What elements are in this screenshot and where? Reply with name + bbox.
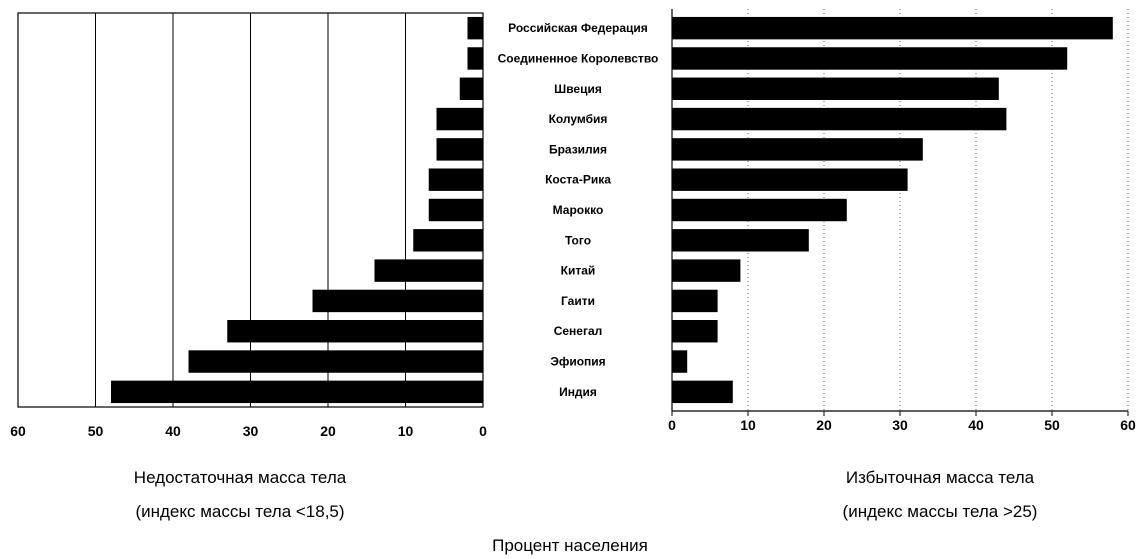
left-bar xyxy=(428,198,483,222)
category-label: Швеция xyxy=(554,82,602,96)
right-bar xyxy=(672,259,741,282)
left-bar xyxy=(459,77,483,100)
left-bar xyxy=(467,16,483,40)
right-bar xyxy=(672,47,1068,70)
category-label: Соединенное Королевство xyxy=(498,51,659,65)
left-bar xyxy=(436,107,483,131)
right-bar xyxy=(672,320,718,343)
left-caption-line-1: Недостаточная масса тела xyxy=(133,468,347,487)
right-x-tick-label: 50 xyxy=(1044,417,1060,433)
right-bar xyxy=(672,138,923,161)
right-bar xyxy=(672,289,718,313)
right-caption-line-2: (индекс массы тела >25) xyxy=(842,502,1038,521)
left-x-tick-label: 30 xyxy=(243,423,259,439)
left-chart-panel: 60 50 40 30 20 10 0 xyxy=(10,12,487,439)
right-bar xyxy=(672,198,847,222)
right-bar xyxy=(672,77,999,100)
shared-x-axis-label: Процент населения xyxy=(492,536,648,555)
right-bar xyxy=(672,16,1113,40)
left-x-tick-label: 0 xyxy=(479,423,487,439)
left-x-tick-label: 60 xyxy=(10,423,26,439)
left-caption-line-2: (индекс массы тела <18,5) xyxy=(135,502,345,521)
left-bar xyxy=(413,229,483,252)
right-bar xyxy=(672,380,733,404)
right-x-tick-label: 60 xyxy=(1120,417,1136,433)
category-label: Коста-Рика xyxy=(545,173,611,187)
category-label: Марокко xyxy=(553,203,604,217)
left-x-tick-label: 20 xyxy=(320,423,336,439)
right-x-tick-label: 40 xyxy=(968,417,984,433)
right-bar xyxy=(672,350,688,373)
left-x-tick-label: 10 xyxy=(398,423,414,439)
right-x-tick-label: 0 xyxy=(668,417,676,433)
right-x-tick-label: 30 xyxy=(892,417,908,433)
left-bar xyxy=(227,320,483,343)
category-labels: Российская Федерация Соединенное Королевс… xyxy=(498,21,659,399)
right-chart-panel: 0 10 20 30 40 50 60 xyxy=(668,9,1136,433)
right-bar xyxy=(672,229,809,252)
category-label: Российская Федерация xyxy=(508,21,648,35)
right-x-tick-label: 10 xyxy=(740,417,756,433)
left-bar xyxy=(436,138,483,161)
category-label: Эфиопия xyxy=(550,355,605,369)
right-bar xyxy=(672,107,1007,131)
right-x-tick-label: 20 xyxy=(816,417,832,433)
category-label: Бразилия xyxy=(549,142,607,156)
left-bar xyxy=(312,289,483,313)
left-bar xyxy=(111,380,483,404)
category-label: Колумбия xyxy=(549,112,608,126)
left-x-tick-label: 50 xyxy=(88,423,104,439)
category-label: Того xyxy=(565,233,591,247)
left-bar xyxy=(467,47,483,70)
left-bar xyxy=(188,350,483,373)
left-bar xyxy=(428,168,483,191)
category-label: Китай xyxy=(561,264,596,278)
right-caption-line-1: Избыточная масса тела xyxy=(845,468,1035,487)
left-bar xyxy=(374,259,483,282)
left-x-tick-label: 40 xyxy=(165,423,181,439)
right-bar xyxy=(672,168,908,191)
category-label: Сенегал xyxy=(554,324,603,338)
category-label: Индия xyxy=(559,385,597,399)
category-label: Гаити xyxy=(561,294,595,308)
